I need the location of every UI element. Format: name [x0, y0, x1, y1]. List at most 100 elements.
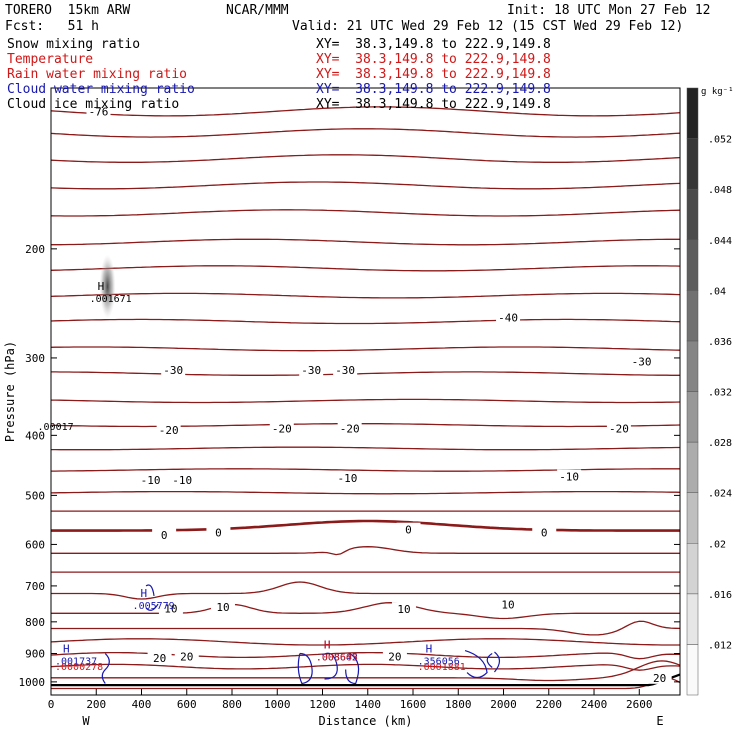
- contour-label-bg: [647, 670, 672, 684]
- colorbar-cell: [686, 87, 699, 139]
- contour-label-bg: [333, 363, 358, 377]
- contour-label-bg: [557, 469, 582, 483]
- contour-label-bg: [86, 104, 111, 118]
- contour-label: -10: [559, 470, 579, 483]
- colorbar-label: .024: [708, 489, 732, 500]
- isotherm-line: [50, 663, 681, 671]
- isotherm-line: [51, 546, 680, 556]
- extremum-value: .356056: [418, 656, 460, 667]
- colorbar-cell: [686, 644, 699, 696]
- contour-label-bg: [382, 649, 407, 663]
- isotherm-line: [50, 423, 681, 428]
- contour-label-bg: [210, 599, 235, 613]
- y-tick-label: 900: [25, 648, 45, 661]
- snow-shading-blob: [99, 254, 116, 319]
- model-label: TORERO 15km ARW: [5, 3, 131, 18]
- cloud-water-contours: [101, 584, 501, 685]
- colorbar-label: .032: [708, 388, 732, 399]
- x-tick-label: 800: [222, 698, 242, 711]
- y-tick-label: 500: [25, 489, 45, 502]
- cloud-water-contour: [145, 603, 159, 611]
- isotherm-line: [50, 106, 681, 117]
- contour-label: 20: [388, 650, 401, 663]
- y-tick-label: 800: [25, 616, 45, 629]
- extremum-value: .0001881: [418, 662, 466, 673]
- cloud-water-contour: [297, 652, 313, 685]
- isotherm-line: [50, 128, 681, 138]
- colorbar-cell: [686, 239, 699, 291]
- colorbar-label: .052: [708, 135, 732, 146]
- contour-label: 20: [180, 650, 193, 663]
- extremum-symbol: H: [141, 587, 148, 600]
- isotherm-line: [51, 660, 681, 682]
- contour-label-bg: [161, 363, 186, 377]
- colorbar-label: .016: [708, 590, 732, 601]
- cloud-water-contour: [101, 653, 110, 684]
- colorbar-cell: [686, 188, 699, 241]
- contour-label: -30: [632, 356, 652, 369]
- field-cloudwater-xy: XY= 38.3,149.8 to 222.9,149.8: [316, 82, 551, 97]
- isotherm-line: [50, 154, 681, 163]
- contour-label: -10: [172, 474, 192, 487]
- x-tick-label: 600: [177, 698, 197, 711]
- extremum-value: .001737: [55, 656, 97, 667]
- isotherm-line: [51, 398, 681, 404]
- contour-label: 20: [153, 652, 166, 665]
- colorbar-unit: g kg⁻¹: [701, 87, 734, 97]
- extremum-symbol: H: [324, 638, 331, 651]
- field-temp-name: Temperature: [7, 52, 94, 67]
- contour-label: 10: [501, 598, 514, 611]
- colorbar-cell: [686, 441, 699, 493]
- colorbar-cell: [686, 138, 699, 190]
- isotherm-line: [50, 181, 681, 190]
- y-tick-label: 600: [25, 538, 45, 551]
- isotherm-line: [50, 638, 680, 646]
- contour-label-bg: [299, 363, 324, 377]
- contour-label: 10: [216, 601, 229, 614]
- cloud-water-contour: [345, 653, 360, 685]
- y-tick-label: 700: [25, 580, 45, 593]
- extremum-value: .0000278: [55, 662, 103, 673]
- center-label: NCAR/MMM: [226, 3, 289, 18]
- field-cloudice-xy: XY= 38.3,149.8 to 222.9,149.8: [316, 97, 551, 112]
- field-snow-xy: XY= 38.3,149.8 to 222.9,149.8: [316, 37, 551, 52]
- y-tick-label: 1000: [19, 676, 46, 689]
- contour-label-bg: [496, 310, 521, 324]
- extremum-symbol: H: [98, 280, 105, 293]
- field-rain-name: Rain water mixing ratio: [7, 67, 188, 82]
- y-axis-label: Pressure (hPa): [3, 341, 17, 442]
- contour-label: 10: [164, 603, 177, 616]
- isotherm-line: [50, 490, 681, 495]
- contour-label-bg: [532, 525, 557, 539]
- contour-label: -40: [498, 311, 518, 324]
- isotherm-line: [51, 677, 681, 690]
- contour-label: -20: [340, 423, 360, 436]
- cloud-water-contour: [486, 653, 493, 668]
- extremum-value: .001671: [90, 294, 132, 305]
- x-tick-label: 2400: [581, 698, 608, 711]
- isotherm-line: [51, 371, 680, 376]
- y-tick-label: 400: [25, 429, 45, 442]
- extremum-value: .008642: [316, 652, 358, 663]
- x-tick-label: 200: [86, 698, 106, 711]
- contour-label-bg: [391, 602, 416, 616]
- x-axis-label: Distance (km): [319, 714, 413, 728]
- isotherm-line: [50, 651, 681, 660]
- field-temp-xy: XY= 38.3,149.8 to 222.9,149.8: [316, 52, 551, 67]
- y-tick-label: 200: [25, 243, 45, 256]
- contour-label-bg: [170, 472, 195, 486]
- contour-label-bg: [269, 421, 294, 435]
- contour-label-bg: [152, 527, 177, 541]
- contour-label-bg: [606, 421, 631, 435]
- colorbar-label: .04: [708, 286, 726, 297]
- west-label: W: [82, 714, 90, 728]
- contour-label-bg: [206, 525, 231, 539]
- x-tick-label: 1000: [264, 698, 291, 711]
- contour-label: -76: [89, 105, 109, 118]
- y-tick-label: 300: [25, 352, 45, 365]
- contour-label: -30: [301, 364, 321, 377]
- contour-label: 0: [161, 529, 168, 542]
- cloud-water-contour: [145, 584, 155, 596]
